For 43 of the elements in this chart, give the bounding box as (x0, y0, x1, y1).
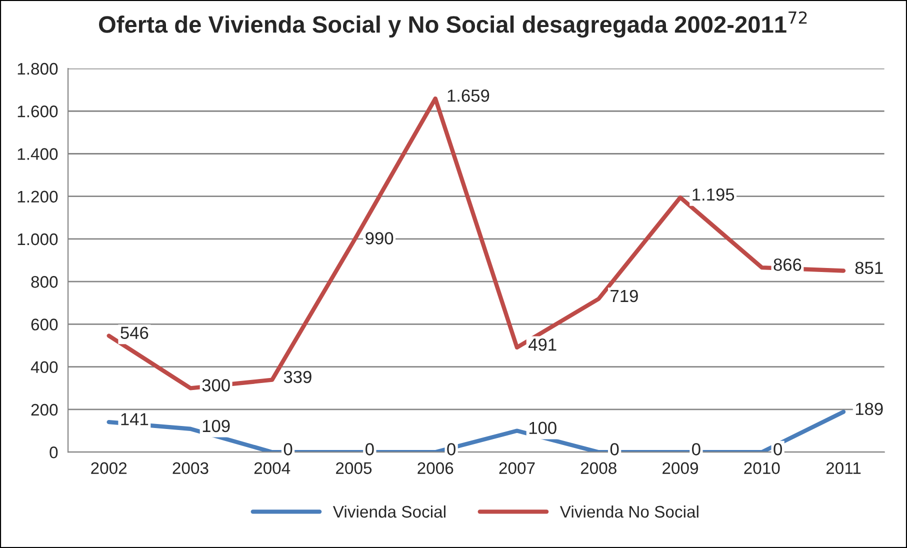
legend-label: Vivienda Social (332, 505, 446, 518)
data-label: 109 (202, 420, 230, 432)
data-label: 866 (774, 258, 802, 271)
data-label: 0 (284, 443, 292, 456)
data-label: 100 (529, 422, 556, 434)
data-label: 189 (856, 402, 883, 416)
y-tick-label: 0 (50, 446, 58, 458)
y-tick-label: 400 (30, 361, 58, 374)
x-tick-label: 2004 (254, 462, 290, 474)
data-label: 0 (610, 443, 619, 456)
y-tick-label: 1.200 (18, 190, 58, 203)
x-tick-label: 2007 (499, 462, 535, 474)
x-tick-label: 2003 (172, 462, 208, 474)
chart-title: Oferta de Vivienda Social y No Social desagregada 2002-2011$^{72}$ (99, 11, 807, 38)
y-tick-label: 1.400 (18, 148, 58, 160)
y-tick-label: 800 (31, 276, 58, 288)
data-label: 546 (120, 326, 148, 340)
data-label: 300 (202, 379, 230, 392)
data-label: 141 (121, 413, 148, 426)
data-label: 1.659 (448, 90, 490, 102)
data-label: 0 (692, 443, 700, 456)
x-tick-label: 2002 (91, 462, 127, 474)
x-tick-label: 2011 (826, 462, 861, 474)
data-label: 719 (610, 290, 638, 302)
y-tick-label: 600 (31, 318, 58, 330)
data-label: 0 (366, 443, 374, 456)
data-label: 0 (774, 443, 782, 456)
data-label: 990 (366, 232, 394, 244)
data-label: 851 (855, 262, 883, 274)
y-tick-label: 1.000 (18, 233, 58, 246)
y-tick-label: 1.600 (18, 106, 58, 118)
data-label: 339 (284, 370, 312, 384)
data-label: 491 (528, 338, 556, 351)
y-tick-label: 1.800 (18, 62, 58, 75)
legend-label: Vivienda No Social (560, 505, 698, 518)
data-label: 0 (447, 443, 456, 456)
x-tick-label: 2009 (662, 462, 698, 474)
x-tick-label: 2006 (418, 462, 454, 474)
x-tick-label: 2008 (580, 462, 616, 474)
x-tick-label: 2010 (744, 462, 780, 474)
y-tick-label: 200 (31, 404, 58, 416)
data-label: 1.195 (692, 188, 734, 201)
x-tick-label: 2005 (336, 462, 372, 474)
